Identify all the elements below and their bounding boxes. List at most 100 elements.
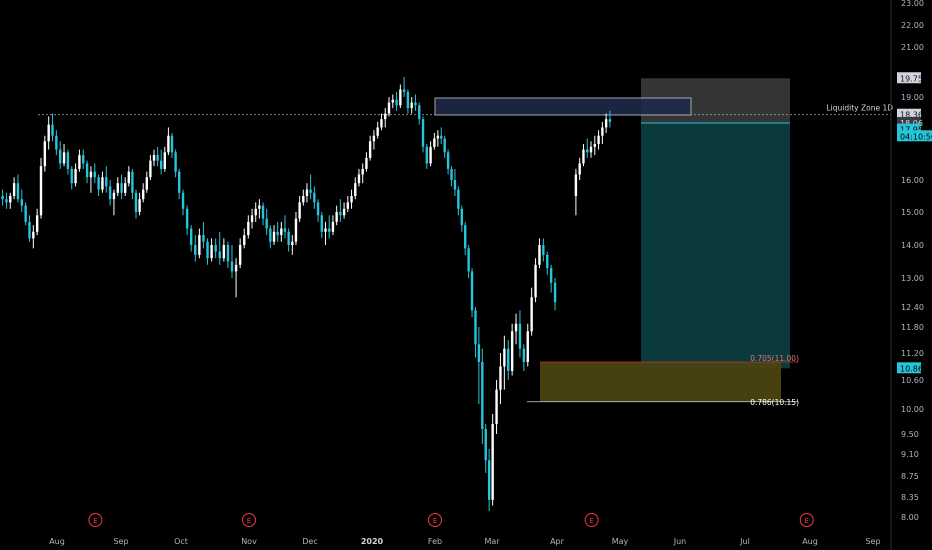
candle-body: [481, 362, 484, 429]
fib-705-label: 0.705(11.00): [750, 354, 799, 363]
candle-body: [339, 212, 342, 216]
candle-body: [250, 215, 254, 222]
earnings-icon[interactable]: [88, 513, 103, 527]
candle-body: [138, 199, 141, 212]
candle-body: [181, 192, 185, 209]
candle-body: [450, 168, 453, 180]
candle-body: [66, 152, 70, 169]
candle-body: [542, 245, 545, 255]
price-tick-label: 9.50: [901, 430, 919, 439]
candle-body: [302, 196, 305, 203]
candle-body: [105, 177, 108, 187]
candle-body: [357, 174, 361, 184]
candle-body: [395, 99, 398, 106]
candle-body: [283, 228, 287, 232]
candle-body: [574, 174, 578, 196]
time-tick-label: 2020: [361, 537, 384, 546]
liquidity-zone-label: Liquidity Zone 1D: [827, 104, 894, 113]
price-tick-label: 23.00: [901, 0, 924, 8]
candle-body: [335, 212, 338, 222]
candle-body: [116, 183, 119, 193]
candle-body: [309, 189, 312, 193]
earnings-icon[interactable]: [242, 513, 256, 527]
candle-body: [226, 245, 230, 262]
candle-body: [328, 228, 331, 232]
candle-body: [163, 152, 166, 169]
candle-body: [238, 245, 242, 265]
candle-body: [265, 218, 268, 229]
candle-body: [553, 282, 557, 303]
candle-body: [391, 99, 394, 103]
candle-body: [361, 168, 364, 175]
candle-body: [70, 168, 73, 184]
candle-body: [499, 366, 502, 390]
candle-body: [443, 138, 446, 153]
price-tick-label: 16.00: [901, 176, 924, 185]
candle-body: [399, 89, 402, 106]
price-tick-label: 11.20: [901, 349, 924, 358]
candle-body: [39, 166, 43, 216]
candle-body: [453, 180, 457, 190]
candle-body: [247, 221, 250, 236]
price-tag-label: 04:10:56: [900, 132, 932, 141]
candle-body: [9, 196, 12, 203]
candle-body: [530, 297, 533, 332]
time-tick-label: Oct: [174, 537, 188, 546]
candle-body: [210, 245, 213, 259]
candle-body: [97, 177, 100, 190]
candle-body: [178, 171, 181, 193]
candle-body: [89, 171, 93, 178]
candle-body: [578, 163, 581, 175]
candle-body: [342, 208, 346, 216]
candle-body: [487, 460, 491, 500]
candle-body: [43, 141, 47, 167]
earnings-icon[interactable]: [428, 513, 442, 527]
candle-body: [425, 146, 429, 164]
time-tick-label: Jul: [739, 537, 750, 546]
time-tick-label: Jun: [673, 537, 687, 546]
candle-body: [484, 429, 487, 461]
candle-body: [436, 135, 440, 139]
price-axis[interactable]: 23.00 22.00 21.00 19.00 16.00 15.00 14.00 13.00…: [901, 0, 924, 522]
candle-body: [190, 228, 193, 245]
candle-body: [294, 218, 298, 242]
candle-body: [372, 135, 376, 142]
price-tag-label: 17.95: [900, 126, 923, 135]
price-tick-label: 10.60: [901, 376, 924, 385]
candle-body: [421, 119, 425, 147]
candle-body: [1, 196, 4, 200]
candle-body: [78, 155, 81, 169]
price-tag-label: 10.86: [900, 364, 923, 373]
candle-body: [410, 102, 413, 109]
earnings-icon[interactable]: [584, 513, 599, 527]
candle-body: [243, 235, 246, 245]
earnings-icon[interactable]: [799, 513, 814, 527]
candle-body: [593, 144, 596, 147]
fib-786-label: 0.786(10.15): [750, 398, 799, 407]
candle-body: [202, 235, 205, 242]
candle-body: [586, 149, 589, 153]
candle-body: [32, 231, 35, 239]
candle-body: [305, 189, 309, 196]
price-tick-label: 22.00: [901, 21, 924, 30]
candle-body: [526, 331, 529, 362]
candle-body: [429, 146, 432, 164]
candle-body: [174, 152, 177, 172]
candle-body: [387, 102, 391, 114]
time-tick-label: Sep: [113, 537, 128, 546]
price-tick-label: 15.00: [901, 208, 924, 217]
price-tag: [897, 130, 932, 142]
candle-body: [276, 231, 279, 236]
price-tick-label: 13.00: [901, 274, 924, 283]
price-tick-label: 8.35: [901, 493, 919, 502]
time-tick-label: Feb: [428, 537, 442, 546]
candle-body: [440, 135, 443, 139]
candle-body: [582, 149, 585, 164]
candle-body: [534, 264, 537, 298]
candle-body: [406, 92, 410, 109]
candle-body: [82, 155, 85, 164]
time-tick-label: Aug: [802, 537, 818, 546]
time-axis[interactable]: Aug Sep Oct Nov Dec 2020 Feb Mar Apr May Jun Jul Aug…: [49, 537, 880, 546]
